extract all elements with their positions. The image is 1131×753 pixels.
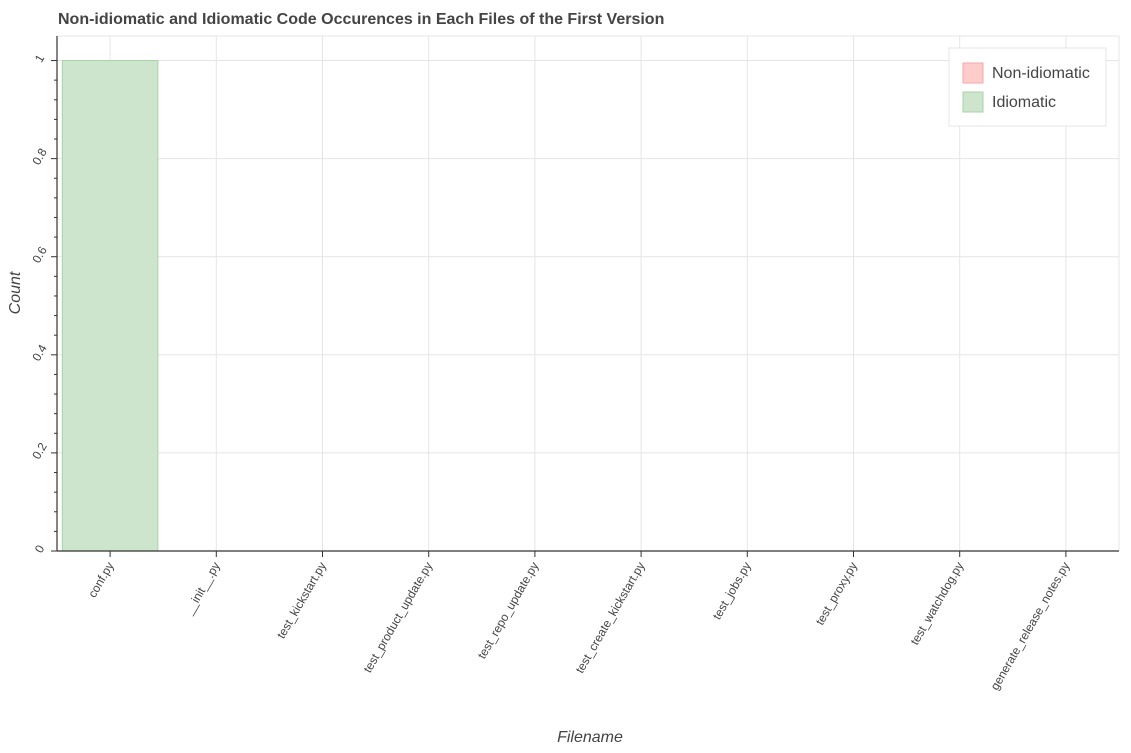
legend-swatch — [962, 62, 984, 84]
labels-layer: 0 0.2 0.4 0.6 0.8 1 conf.py __init__.py test_kic… — [29, 52, 1072, 693]
x-tick-label: __init__.py — [181, 560, 223, 618]
chart-title: Non-idiomatic and Idiomatic Code Occuren… — [58, 11, 665, 28]
x-tick-label: conf.py — [85, 560, 116, 601]
x-tick-label: test_create_kickstart.py — [573, 560, 648, 676]
bar-idiomatic-0 — [61, 60, 159, 552]
legend: Non-idiomatic Idiomatic — [948, 47, 1107, 127]
legend-label: Idiomatic — [992, 94, 1056, 111]
y-axis-title: Count — [7, 271, 24, 314]
legend-label: Non-idiomatic — [992, 65, 1090, 82]
x-tick-label: test_jobs.py — [710, 560, 754, 622]
legend-items: Non-idiomatic Idiomatic — [962, 62, 1090, 113]
y-tick-label: 0.4 — [29, 342, 50, 364]
bars-layer — [61, 60, 159, 552]
y-tick-label: 1 — [32, 52, 48, 65]
grid-layer — [57, 35, 1120, 552]
y-tick-label: 0.2 — [29, 440, 50, 462]
x-axis-title: Filename — [557, 729, 623, 746]
x-tick-label: test_kickstart.py — [274, 560, 329, 642]
x-tick-label: test_product_update.py — [360, 560, 435, 676]
y-tick-label: 0.6 — [29, 244, 50, 266]
legend-box — [948, 47, 1107, 127]
axes-layer — [51, 36, 1119, 557]
x-tick-label: test_watchdog.py — [907, 560, 966, 648]
y-tick-label: 0.8 — [29, 146, 50, 168]
x-tick-label: generate_release_notes.py — [988, 560, 1073, 693]
x-tick-label: test_proxy.py — [813, 560, 860, 628]
legend-swatch — [962, 91, 984, 113]
x-tick-label: test_repo_update.py — [475, 560, 542, 662]
y-tick-label: 0 — [32, 542, 48, 555]
